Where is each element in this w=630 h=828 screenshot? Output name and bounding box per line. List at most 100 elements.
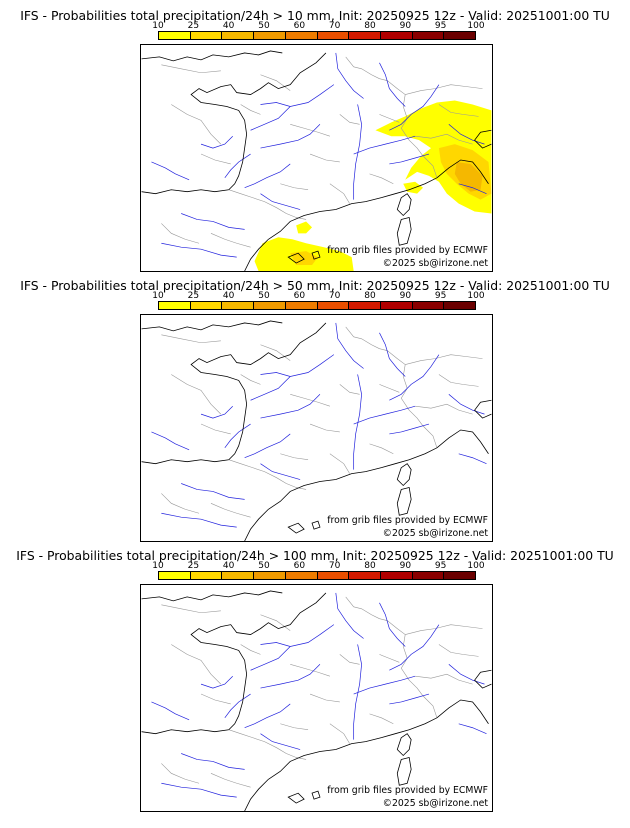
colorbar-labels: 10 25 40 50 60 70 80 90 95 100 xyxy=(152,21,484,31)
river xyxy=(181,483,245,500)
colorbar-segment xyxy=(317,32,350,39)
admin-border xyxy=(415,673,473,685)
colorbar-tick-label: 95 xyxy=(434,21,447,31)
admin-border xyxy=(329,453,350,474)
colorbar-tick-label: 100 xyxy=(467,291,485,301)
admin-border xyxy=(290,124,330,137)
river xyxy=(260,394,321,419)
colorbar-tick-label: 25 xyxy=(187,291,200,301)
river xyxy=(448,394,485,415)
admin-border xyxy=(200,153,231,165)
colorbar-tick-label: 80 xyxy=(364,21,376,31)
admin-border xyxy=(171,644,222,685)
colorbar xyxy=(158,571,476,580)
coastline xyxy=(190,322,327,460)
admin-border xyxy=(379,384,400,393)
admin-border xyxy=(200,423,231,435)
river xyxy=(260,124,321,149)
island-coastline xyxy=(396,216,412,246)
river xyxy=(260,624,335,647)
admin-border xyxy=(280,183,309,191)
colorbar-segment xyxy=(444,32,476,39)
precip-area xyxy=(296,221,313,234)
river xyxy=(260,84,335,107)
colorbar-tick-label: 50 xyxy=(258,291,270,301)
colorbar-tick-label: 10 xyxy=(152,561,164,571)
admin-border xyxy=(400,634,438,718)
river xyxy=(379,62,406,107)
river xyxy=(353,104,362,200)
colorbar-segment xyxy=(285,32,318,39)
admin-border xyxy=(161,223,200,244)
admin-border xyxy=(260,614,291,631)
river xyxy=(161,242,237,258)
map-frame: from grib files provided by ECMWF ©2025 … xyxy=(140,584,493,812)
river xyxy=(260,463,301,480)
coastline xyxy=(244,779,269,811)
admin-border xyxy=(339,114,360,125)
river xyxy=(151,161,190,181)
island-coastline xyxy=(287,252,305,264)
coastline xyxy=(244,509,269,541)
river xyxy=(161,512,237,528)
colorbar-tick-label: 90 xyxy=(399,291,412,301)
source-credit: from grib files provided by ECMWF xyxy=(327,245,488,256)
coastline xyxy=(141,320,283,332)
admin-border xyxy=(161,604,221,614)
colorbar-segment xyxy=(190,572,223,579)
island-coastline xyxy=(287,522,305,534)
copyright-credit: ©2025 sb@irizone.net xyxy=(382,258,488,269)
river xyxy=(353,405,416,425)
river xyxy=(250,646,291,671)
colorbar-tick-label: 60 xyxy=(293,291,306,301)
colorbar-segment xyxy=(159,572,191,579)
admin-border xyxy=(171,104,222,145)
colorbar-tick-label: 25 xyxy=(187,21,200,31)
colorbar-segment xyxy=(190,32,223,39)
admin-border xyxy=(290,664,330,677)
source-credit: from grib files provided by ECMWF xyxy=(327,515,488,526)
coastline xyxy=(474,669,492,689)
colorbar-tick-label: 40 xyxy=(222,291,235,301)
map-panel-10mm: IFS - Probabilities total precipitation/… xyxy=(0,8,630,280)
coastline xyxy=(436,429,489,454)
colorbar-tick-label: 70 xyxy=(328,291,341,301)
island-coastline xyxy=(396,193,412,217)
admin-border xyxy=(290,394,330,407)
colorbar xyxy=(158,301,476,310)
source-credit: from grib files provided by ECMWF xyxy=(327,785,488,796)
river xyxy=(181,213,245,230)
admin-border xyxy=(405,354,483,365)
coastline xyxy=(268,717,438,780)
admin-border xyxy=(228,729,307,760)
coastline xyxy=(268,447,438,510)
admin-border xyxy=(280,453,309,461)
colorbar-segment xyxy=(222,32,255,39)
river xyxy=(260,664,321,689)
panel-title: IFS - Probabilities total precipitation/… xyxy=(20,278,610,293)
river xyxy=(458,723,487,735)
admin-border xyxy=(438,644,479,657)
colorbar-segment xyxy=(254,572,286,579)
river xyxy=(458,183,487,195)
admin-border xyxy=(161,763,200,784)
island-coastline xyxy=(311,520,321,530)
map-panel-100mm: IFS - Probabilities total precipitation/… xyxy=(0,548,630,820)
admin-border xyxy=(280,723,309,731)
colorbar-tick-label: 70 xyxy=(328,561,341,571)
colorbar-tick-label: 100 xyxy=(467,21,485,31)
copyright-credit: ©2025 sb@irizone.net xyxy=(382,528,488,539)
admin-border xyxy=(240,644,261,655)
coastline xyxy=(141,189,229,195)
coastline xyxy=(141,50,283,62)
admin-border xyxy=(379,654,400,663)
precip-area xyxy=(419,118,447,135)
colorbar-segment xyxy=(285,302,318,309)
colorbar-segment xyxy=(412,302,445,309)
river xyxy=(200,675,233,689)
admin-border xyxy=(438,104,479,117)
island-coastline xyxy=(396,733,412,757)
river xyxy=(151,431,190,451)
colorbar-tick-label: 25 xyxy=(187,561,200,571)
island-coastline xyxy=(396,463,412,487)
